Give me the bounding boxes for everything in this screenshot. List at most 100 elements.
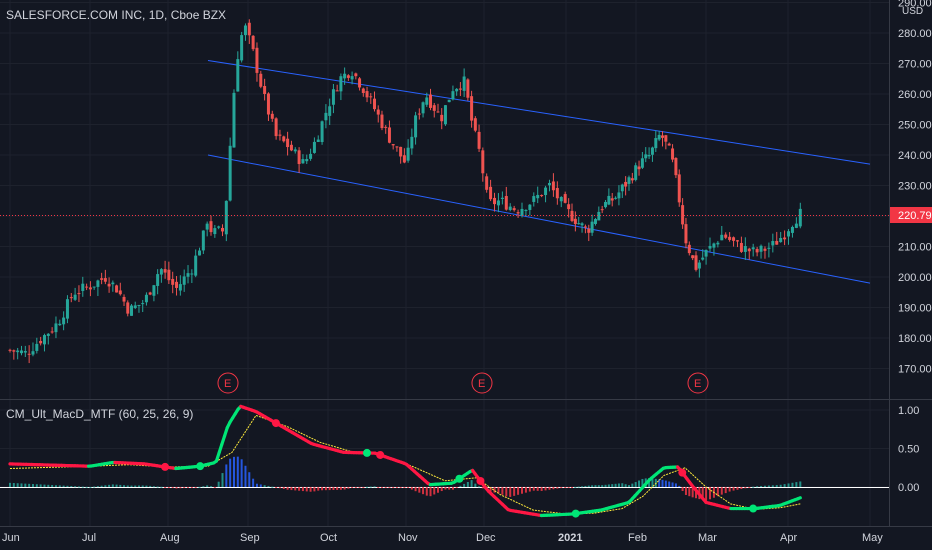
earnings-marker-circle[interactable] — [687, 372, 709, 394]
candle-body — [775, 240, 779, 245]
macd-histogram-bar — [478, 486, 481, 488]
candle-body — [274, 118, 278, 137]
macd-histogram-bar — [638, 480, 641, 487]
macd-histogram-bar — [594, 485, 597, 487]
time-axis[interactable]: Jun Jul Aug Sep Oct Nov Dec 2021 Feb Mar Apr May — [2, 532, 883, 544]
candle-body — [100, 278, 104, 280]
candle-body — [573, 218, 577, 225]
candle-body — [504, 196, 508, 210]
candle-body — [247, 22, 251, 36]
candle-body — [701, 257, 705, 260]
candle-body — [31, 351, 35, 355]
macd-histogram-bar — [240, 459, 243, 487]
macd-histogram-bar — [343, 487, 346, 490]
macd-histogram-bar — [775, 485, 778, 487]
macd-histogram-bar — [678, 485, 681, 487]
price-tick-label: 230.00 — [898, 181, 932, 193]
candle-body — [779, 237, 783, 243]
earnings-marker-circle[interactable] — [217, 372, 239, 394]
macd-histogram-bar — [123, 485, 126, 487]
macd-histogram-bar — [517, 487, 520, 495]
macd-histogram-bar — [591, 485, 594, 487]
trend-channel[interactable] — [207, 59, 871, 284]
macd-histogram-bar — [601, 485, 604, 487]
macd-histogram-bar — [210, 486, 212, 488]
candle-body — [320, 121, 324, 143]
candle-body — [395, 146, 399, 148]
channel-lower-line[interactable] — [207, 154, 871, 284]
candle-body — [624, 181, 628, 187]
price-tick-label: 260.00 — [898, 89, 932, 101]
earnings-marker-label: E — [478, 378, 485, 390]
candle-body — [524, 210, 528, 212]
macd-histogram-bar — [466, 482, 469, 487]
candle-body — [664, 135, 668, 142]
candle-body — [133, 305, 137, 309]
macd-histogram-bar — [455, 487, 458, 488]
macd-histogram-bar — [684, 487, 687, 495]
macd-histogram-bar — [282, 487, 285, 489]
candle-body — [614, 197, 618, 199]
candle-body — [512, 208, 516, 211]
indicator-axis[interactable]: 1.00 0.50 0.00 — [898, 405, 919, 494]
macd-histogram-bar — [658, 479, 661, 487]
indicator-tick-label: 1.00 — [898, 405, 919, 417]
macd-histogram-bar — [481, 487, 484, 489]
macd-histogram-bar — [171, 487, 174, 489]
candle-body — [681, 205, 685, 225]
macd-histogram-bar — [556, 487, 559, 489]
macd-histogram-bar — [429, 487, 432, 497]
candle-body — [425, 97, 429, 105]
candle-body — [402, 155, 406, 163]
macd-histogram-bar — [440, 487, 443, 492]
candle-body — [644, 154, 648, 159]
candle-body — [224, 200, 228, 235]
candle-body — [600, 209, 604, 211]
price-tick-label: 280.00 — [898, 28, 932, 40]
candle-body — [470, 96, 474, 121]
macd-histogram-bar — [213, 487, 216, 488]
candle-body — [794, 223, 798, 228]
macd-histogram-bar — [232, 456, 235, 487]
macd-histogram-bar — [96, 486, 99, 488]
candle-body — [567, 204, 571, 210]
candle-body — [436, 111, 440, 113]
macd-histogram-bar — [267, 485, 270, 487]
macd-histogram-bar — [298, 487, 301, 491]
macd-histogram-bar — [418, 487, 421, 493]
macd-histogram-bar — [152, 486, 155, 488]
earnings-marker-circle[interactable] — [471, 372, 493, 394]
macd-histogram-bar — [501, 487, 504, 495]
candle-body — [540, 195, 544, 197]
macd-histogram-bar — [111, 484, 114, 487]
macd-histogram-bar — [425, 487, 428, 496]
channel-upper-line[interactable] — [207, 59, 871, 165]
macd-histogram-bar — [701, 487, 704, 500]
time-tick-label: Jul — [82, 532, 96, 544]
macd-histogram-bar — [574, 486, 577, 488]
macd-histogram-bar — [787, 483, 790, 487]
candle-body — [209, 221, 213, 233]
candle-body — [350, 76, 354, 80]
macd-histogram-bar — [597, 485, 600, 487]
candle-body — [466, 79, 470, 98]
macd-histogram-bar — [259, 484, 262, 487]
macd-histogram-bar — [614, 483, 617, 487]
macd-histogram-bar — [521, 487, 524, 494]
candle-body — [798, 208, 802, 227]
macd-histogram-bar — [286, 487, 289, 490]
macd-histogram-bar — [225, 464, 228, 487]
candle-body — [432, 105, 436, 111]
candle-body — [410, 136, 414, 149]
candle-body — [630, 178, 634, 181]
macd-histogram-bar — [164, 487, 167, 488]
time-tick-label: Sep — [240, 532, 260, 544]
macd-cross-dot — [476, 476, 485, 485]
macd-cross-dot — [571, 509, 580, 518]
candle-body — [213, 228, 217, 235]
macd-histogram-bar — [540, 487, 543, 491]
macd-histogram-bar — [39, 484, 42, 487]
macd-histogram-bar — [12, 483, 15, 487]
